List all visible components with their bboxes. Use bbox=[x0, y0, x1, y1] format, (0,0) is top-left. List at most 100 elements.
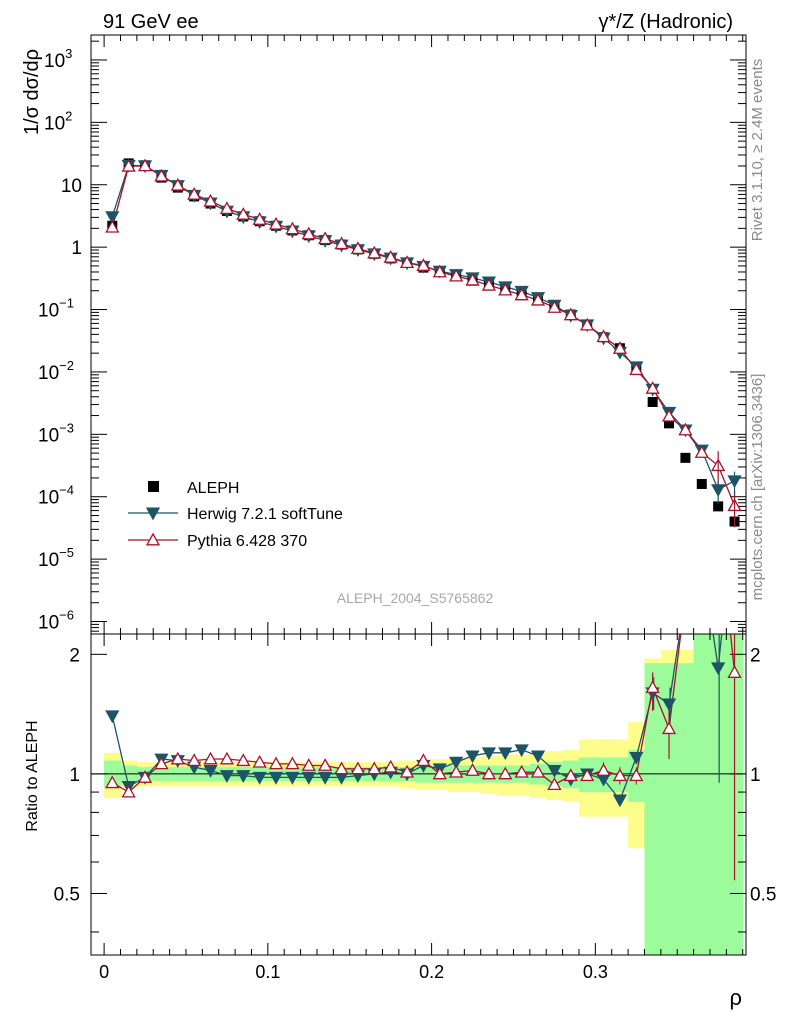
pythia-ratio-point bbox=[465, 763, 480, 776]
pythia-ratio-point bbox=[252, 754, 267, 768]
y-tick-exponent: −3 bbox=[59, 420, 74, 435]
legend-marker-herwig bbox=[145, 507, 161, 521]
x-tick-label: 0.1 bbox=[255, 962, 280, 982]
pythia-point bbox=[694, 445, 709, 458]
legend-label: Herwig 7.2.1 softTune bbox=[187, 506, 343, 523]
pythia-point bbox=[301, 226, 316, 240]
pythia-ratio-point bbox=[498, 766, 513, 780]
pythia-point bbox=[432, 264, 447, 278]
pythia-line bbox=[111, 165, 736, 506]
ratio-tick-label-right: 2 bbox=[750, 645, 761, 666]
y-tick-label: 10−6 bbox=[38, 608, 74, 634]
aleph-point bbox=[664, 418, 675, 429]
band-1sigma bbox=[709, 634, 727, 955]
herwig-ratio-point bbox=[203, 765, 218, 778]
y-tick-exponent: −5 bbox=[59, 545, 74, 560]
band-1sigma bbox=[104, 760, 121, 789]
y-tick-label: 10−5 bbox=[38, 545, 74, 571]
y-tick-exponent: −6 bbox=[59, 608, 74, 623]
y-tick-exponent: −2 bbox=[59, 358, 74, 373]
pythia-ratio-point bbox=[449, 764, 464, 778]
side-label-top: Rivet 3.1.10, ≥ 2.4M events bbox=[749, 59, 766, 242]
pythia-ratio-point bbox=[105, 775, 120, 789]
pythia-ratio-point bbox=[203, 751, 218, 765]
analysis-label: ALEPH_2004_S5765862 bbox=[337, 590, 494, 606]
herwig-ratio-point bbox=[105, 710, 120, 724]
pythia-point bbox=[334, 236, 349, 250]
herwig-ratio-point bbox=[514, 744, 529, 758]
band-1sigma bbox=[693, 634, 711, 955]
herwig-ratio-point bbox=[219, 770, 235, 783]
pythia-ratio-point bbox=[661, 721, 677, 735]
title-right: γ*/Z (Hadronic) bbox=[599, 11, 733, 33]
pythia-point bbox=[268, 216, 284, 230]
x-axis-label: ρ bbox=[729, 985, 742, 1010]
pythia-ratio-point bbox=[187, 753, 202, 767]
pythia-point bbox=[645, 381, 660, 394]
herwig-ratio-point bbox=[711, 662, 726, 676]
title-left: 91 GeV ee bbox=[103, 11, 199, 33]
pythia-ratio-point bbox=[367, 761, 382, 775]
ratio-plot bbox=[105, 567, 742, 881]
pythia-ratio-point bbox=[121, 784, 136, 798]
herwig-ratio-point bbox=[236, 770, 251, 783]
ratio-tick-label: 0.5 bbox=[54, 884, 80, 905]
herwig-line bbox=[111, 164, 735, 491]
pythia-point bbox=[187, 186, 202, 200]
pythia-point bbox=[547, 300, 562, 313]
ratio-tick-label-right: 0.5 bbox=[750, 884, 776, 905]
pythia-point bbox=[449, 268, 464, 282]
pythia-ratio-point bbox=[334, 761, 349, 775]
aleph-point bbox=[647, 396, 658, 407]
herwig-ratio-point bbox=[547, 765, 562, 778]
y-tick-label: 10−4 bbox=[38, 483, 74, 509]
ratio-tick-label-right: 1 bbox=[750, 765, 761, 786]
pythia-ratio-point bbox=[596, 763, 611, 776]
pythia-ratio-point bbox=[696, 567, 708, 578]
pythia-ratio-point bbox=[563, 768, 578, 782]
herwig-ratio-point bbox=[301, 771, 316, 785]
herwig-ratio-point bbox=[285, 771, 300, 785]
pythia-ratio-point bbox=[416, 753, 431, 767]
y-tick-label: 103 bbox=[44, 46, 72, 72]
pythia-point bbox=[154, 168, 169, 182]
band-1sigma bbox=[660, 663, 678, 955]
pythia-point bbox=[285, 221, 300, 235]
pythia-ratio-point bbox=[481, 766, 497, 780]
pythia-ratio-point bbox=[137, 770, 153, 783]
chart-marks: 0 0.1 0.2 0.310310210110−110−210−310−410−51… bbox=[38, 34, 776, 982]
pythia-ratio-point bbox=[629, 768, 644, 782]
y-tick-exponent: 2 bbox=[65, 108, 72, 123]
pythia-point bbox=[580, 317, 595, 331]
legend-marker-pythia bbox=[145, 532, 161, 546]
pythia-ratio-point bbox=[645, 680, 660, 693]
pythia-point bbox=[121, 158, 136, 172]
pythia-point bbox=[203, 193, 218, 207]
pythia-ratio-point bbox=[612, 768, 628, 782]
pythia-ratio-point bbox=[679, 590, 691, 601]
y-tick-label: 10−1 bbox=[38, 296, 74, 322]
pythia-ratio-line bbox=[111, 634, 736, 793]
y-tick-label: 10−2 bbox=[38, 358, 74, 384]
herwig-ratio-point bbox=[252, 771, 267, 785]
herwig-ratio-point bbox=[318, 771, 333, 785]
herwig-ratio-point bbox=[498, 747, 513, 761]
herwig-ratio-point bbox=[481, 747, 497, 761]
x-tick-label: 0.3 bbox=[583, 962, 608, 982]
aleph-point bbox=[680, 452, 691, 463]
ratio-bands bbox=[104, 634, 744, 955]
band-1sigma bbox=[677, 663, 695, 955]
side-label-bottom: mcplots.cern.ch [arXiv:1306.3436] bbox=[749, 374, 766, 601]
legend-label: Pythia 6.428 370 bbox=[187, 533, 307, 550]
aleph-point bbox=[696, 478, 707, 489]
pythia-ratio-point bbox=[285, 756, 300, 770]
legend bbox=[128, 481, 178, 546]
pythia-ratio-point bbox=[236, 753, 251, 767]
pythia-ratio-point bbox=[727, 665, 742, 678]
pythia-point bbox=[596, 329, 611, 343]
pythia-point bbox=[498, 282, 513, 296]
pythia-point bbox=[612, 341, 628, 354]
ratio-tick-label: 2 bbox=[69, 645, 80, 666]
y-axis-label: 1/σ dσ/dρ bbox=[21, 49, 43, 135]
